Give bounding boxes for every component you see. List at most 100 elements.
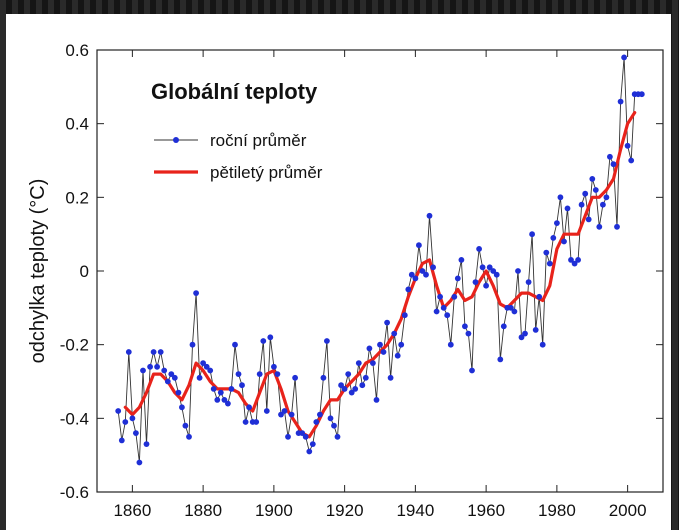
data-point-annual: [433, 308, 440, 315]
chart-figure: -0.6 -0.4 -0.2 0 0.2 0.4 0.6 1860 1880 1900 1920 19…: [6, 14, 671, 530]
data-point-annual: [193, 290, 200, 296]
data-point-annual: [232, 341, 238, 348]
data-point-annual: [391, 330, 398, 337]
data-point-annual: [522, 330, 528, 337]
x-tick-label: 1880: [184, 501, 222, 520]
data-point-annual: [179, 404, 185, 411]
data-point-annual: [317, 411, 323, 418]
data-point-annual: [440, 304, 447, 311]
data-point-annual: [370, 360, 376, 366]
data-point-annual: [536, 293, 543, 300]
data-point-annual: [118, 437, 125, 444]
data-point-annual: [359, 382, 366, 389]
data-point-annual: [133, 430, 139, 436]
data-point-annual: [210, 386, 217, 392]
data-point-annual: [529, 231, 535, 238]
data-point-annual: [511, 308, 518, 315]
x-tick-label: 1920: [326, 501, 364, 520]
data-point-annual: [203, 363, 210, 370]
data-point-annual: [253, 419, 260, 425]
data-point-annual: [483, 282, 489, 289]
data-point-annual: [366, 345, 373, 352]
data-point-annual: [143, 441, 150, 447]
legend-label-annual: roční průměr: [210, 131, 307, 150]
data-point-annual: [122, 419, 129, 425]
data-point-annual: [313, 419, 320, 425]
data-point-annual: [242, 419, 249, 425]
data-point-annual: [497, 356, 504, 363]
data-point-annual: [299, 430, 306, 436]
data-point-annual: [115, 408, 122, 414]
data-point-annual: [568, 257, 574, 263]
data-point-annual: [221, 397, 228, 403]
data-point-annual: [334, 433, 341, 440]
data-point-annual: [338, 382, 344, 389]
data-point-annual: [306, 448, 313, 455]
data-point-annual: [585, 216, 592, 223]
data-point-annual: [532, 327, 539, 333]
data-point-annual: [561, 238, 567, 245]
data-point-annual: [543, 249, 550, 256]
data-point-annual: [327, 415, 334, 422]
data-point-annual: [628, 157, 635, 164]
x-tick-label: 2000: [609, 501, 647, 520]
data-point-annual: [309, 441, 316, 447]
data-point-annual: [550, 235, 557, 241]
data-point-annual: [462, 323, 468, 330]
y-axis-label: odchylka teploty (°C): [27, 179, 49, 364]
data-point-annual: [278, 411, 284, 418]
data-point-annual: [554, 220, 560, 227]
data-point-annual: [125, 349, 132, 355]
data-point-annual: [260, 338, 267, 344]
data-point-annual: [564, 205, 571, 212]
data-point-annual: [571, 260, 578, 267]
data-point-annual: [186, 433, 192, 440]
data-point-annual: [518, 334, 525, 341]
data-point-annual: [140, 367, 146, 374]
data-point-annual: [539, 341, 546, 348]
data-point-annual: [207, 367, 214, 374]
data-point-annual: [490, 268, 497, 274]
data-point-annual: [617, 98, 624, 105]
data-point-annual: [394, 352, 401, 359]
legend-label-five-year: pětiletý průměr: [210, 163, 323, 182]
data-point-annual: [320, 374, 327, 381]
data-point-annual: [476, 246, 482, 252]
data-point-annual: [302, 433, 309, 440]
data-point-annual: [271, 363, 277, 370]
data-point-annual: [444, 312, 451, 319]
data-point-annual: [274, 371, 281, 377]
data-point-annual: [454, 275, 461, 282]
data-point-annual: [136, 459, 143, 466]
data-point-annual: [214, 397, 221, 403]
data-point-annual: [515, 268, 521, 274]
data-point-annual: [465, 330, 472, 337]
data-point-annual: [285, 433, 291, 440]
data-point-annual: [147, 363, 154, 370]
data-point-annual: [603, 194, 610, 201]
chart-title: Globální teploty: [151, 79, 318, 104]
data-point-annual: [175, 389, 182, 396]
data-point-annual: [182, 422, 189, 429]
data-point-annual: [600, 201, 606, 208]
data-point-annual: [341, 386, 348, 392]
x-tick-label: 1940: [396, 501, 434, 520]
data-point-annual: [401, 312, 408, 319]
data-point-annual: [161, 367, 168, 374]
plot-area: [96, 49, 664, 493]
data-point-annual: [638, 91, 645, 98]
data-point-annual: [412, 275, 419, 282]
data-point-annual: [525, 279, 532, 285]
data-point-annual: [348, 389, 355, 396]
y-tick-label: -0.2: [60, 336, 89, 355]
data-point-annual: [129, 415, 136, 422]
data-point-annual: [355, 360, 362, 366]
data-point-annual: [398, 341, 405, 348]
data-point-annual: [157, 349, 164, 355]
data-point-annual: [281, 408, 288, 414]
data-point-annual: [592, 187, 599, 193]
data-point-annual: [377, 341, 383, 348]
y-tick-label: 0.6: [65, 41, 89, 60]
data-point-annual: [352, 386, 359, 392]
data-point-annual: [430, 264, 436, 271]
